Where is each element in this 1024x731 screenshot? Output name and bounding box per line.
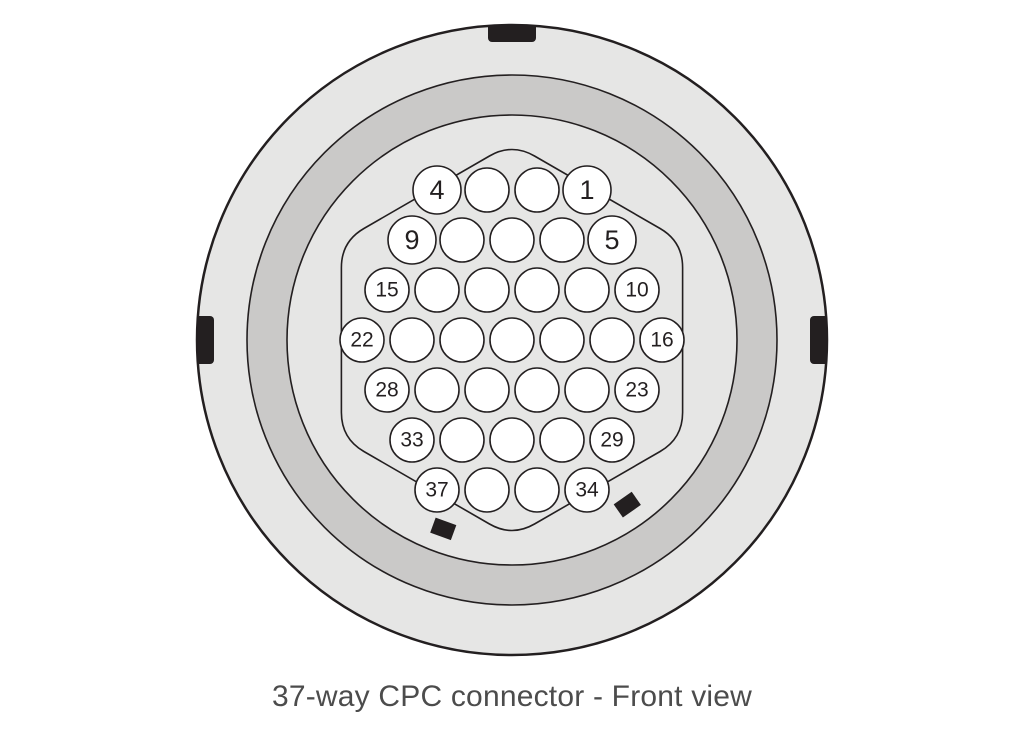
- locking-tab: [192, 316, 214, 364]
- pin-label: 22: [350, 329, 373, 352]
- pin: [440, 218, 484, 262]
- pin-label: 23: [625, 379, 648, 402]
- pin: [415, 368, 459, 412]
- connector-diagram: 4 1 9 5 15 10 22 16 28 23 33 29 37 34: [0, 0, 1024, 680]
- pin: [490, 218, 534, 262]
- pin-label: 29: [600, 429, 623, 452]
- pin-label: 33: [400, 429, 423, 452]
- pin: [440, 318, 484, 362]
- pin: [515, 168, 559, 212]
- diagram-caption: 37-way CPC connector - Front view: [0, 680, 1024, 714]
- pin-label: 4: [429, 175, 444, 205]
- pin: [390, 318, 434, 362]
- locking-tab: [810, 316, 832, 364]
- pin: [465, 368, 509, 412]
- pin-label: 5: [604, 225, 619, 255]
- pin-label: 28: [375, 379, 398, 402]
- pin-label: 1: [579, 175, 594, 205]
- pin-label: 15: [375, 279, 398, 302]
- pin-label: 10: [625, 279, 648, 302]
- pin: [490, 418, 534, 462]
- pin: [415, 268, 459, 312]
- pin: [565, 368, 609, 412]
- pin: [465, 468, 509, 512]
- pin: [490, 318, 534, 362]
- pin-label: 9: [404, 225, 419, 255]
- pin: [465, 168, 509, 212]
- pin: [465, 268, 509, 312]
- pin: [590, 318, 634, 362]
- pin-label: 37: [425, 479, 448, 502]
- locking-tab: [488, 20, 536, 42]
- pin: [540, 318, 584, 362]
- pin-label: 16: [650, 329, 673, 352]
- pin: [515, 268, 559, 312]
- pin: [540, 218, 584, 262]
- pin: [540, 418, 584, 462]
- pin-label: 34: [575, 479, 599, 502]
- pin: [515, 368, 559, 412]
- pin: [440, 418, 484, 462]
- pin: [515, 468, 559, 512]
- pin: [565, 268, 609, 312]
